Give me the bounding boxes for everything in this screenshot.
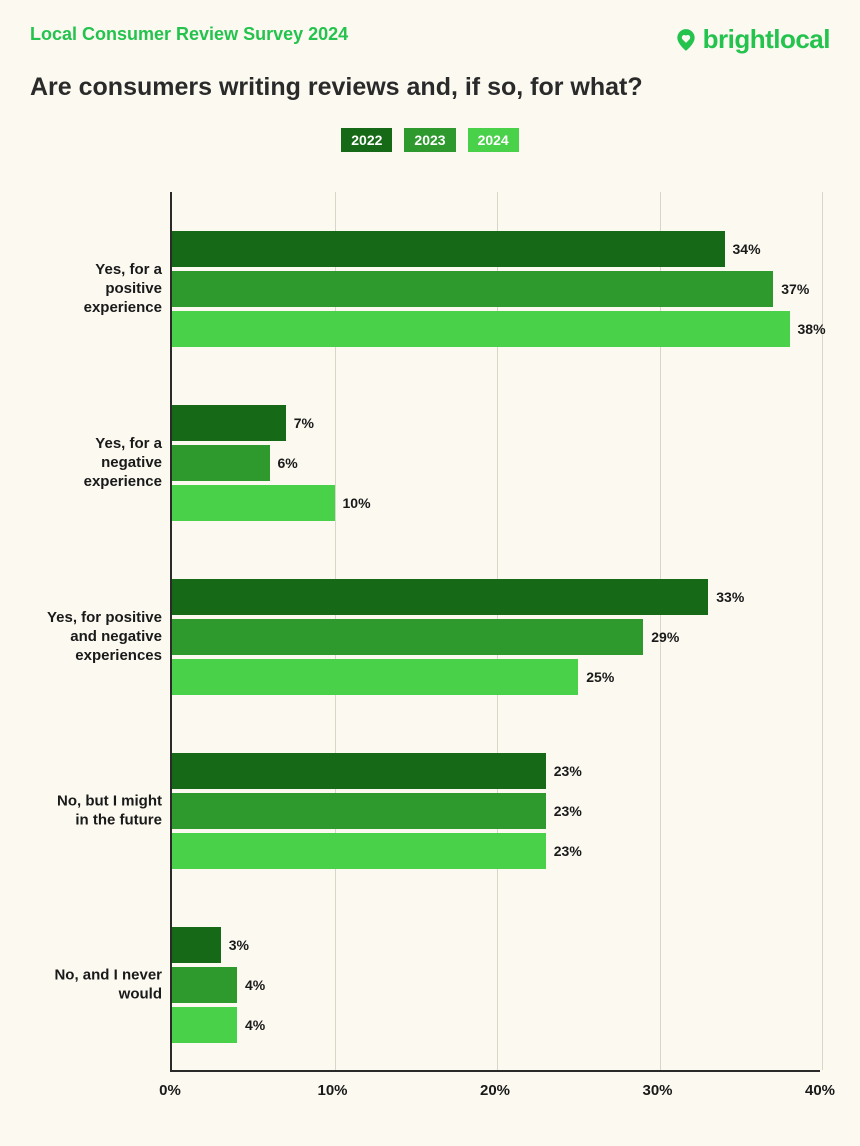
bar: 33% xyxy=(172,579,708,615)
bar-value-label: 4% xyxy=(237,1017,265,1033)
bar-row: 10% xyxy=(172,485,820,521)
bar-value-label: 37% xyxy=(773,281,809,297)
chart: Yes, for a positive experience34%37%38%Y… xyxy=(170,192,820,1112)
bar-row: 37% xyxy=(172,271,820,307)
bar-group: Yes, for positive and negative experienc… xyxy=(172,579,820,695)
bar: 23% xyxy=(172,833,546,869)
bar-row: 4% xyxy=(172,1007,820,1043)
x-tick-label: 20% xyxy=(480,1082,510,1099)
x-axis: 0%10%20%30%40% xyxy=(170,1072,820,1112)
bar: 34% xyxy=(172,231,725,267)
category-label: Yes, for positive and negative experienc… xyxy=(40,609,172,665)
brand-pin-heart-icon xyxy=(673,27,699,53)
category-label: No, but I might in the future xyxy=(40,792,172,830)
bar-row: 4% xyxy=(172,967,820,1003)
bar-group: No, and I never would3%4%4% xyxy=(172,927,820,1043)
bar: 4% xyxy=(172,1007,237,1043)
bar-row: 23% xyxy=(172,833,820,869)
bar: 37% xyxy=(172,271,773,307)
bar-row: 7% xyxy=(172,405,820,441)
bar-group: Yes, for a negative experience7%6%10% xyxy=(172,405,820,521)
bar: 7% xyxy=(172,405,286,441)
legend: 2022 2023 2024 xyxy=(30,128,830,152)
bar-value-label: 7% xyxy=(286,415,314,431)
bar-row: 34% xyxy=(172,231,820,267)
x-tick-label: 0% xyxy=(159,1082,181,1099)
header: Local Consumer Review Survey 2024 bright… xyxy=(30,24,830,55)
survey-title: Local Consumer Review Survey 2024 xyxy=(30,24,348,45)
bar-row: 29% xyxy=(172,619,820,655)
bar-value-label: 23% xyxy=(546,843,582,859)
bar-value-label: 23% xyxy=(546,803,582,819)
category-label: No, and I never would xyxy=(40,966,172,1004)
bar-row: 23% xyxy=(172,753,820,789)
bar: 23% xyxy=(172,793,546,829)
page: Local Consumer Review Survey 2024 bright… xyxy=(0,0,860,1146)
bar-value-label: 3% xyxy=(221,937,249,953)
bar-group: No, but I might in the future23%23%23% xyxy=(172,753,820,869)
x-tick-label: 10% xyxy=(317,1082,347,1099)
bar: 38% xyxy=(172,311,790,347)
bar: 10% xyxy=(172,485,335,521)
bar-value-label: 4% xyxy=(237,977,265,993)
legend-item: 2023 xyxy=(404,128,455,152)
x-tick-label: 40% xyxy=(805,1082,835,1099)
brand-name: brightlocal xyxy=(703,24,830,55)
legend-item: 2024 xyxy=(468,128,519,152)
bar-value-label: 33% xyxy=(708,589,744,605)
bar-value-label: 6% xyxy=(270,455,298,471)
bar-row: 6% xyxy=(172,445,820,481)
bar: 6% xyxy=(172,445,270,481)
bar-row: 3% xyxy=(172,927,820,963)
bar: 3% xyxy=(172,927,221,963)
bar-value-label: 23% xyxy=(546,763,582,779)
brand-logo: brightlocal xyxy=(673,24,830,55)
bar-value-label: 38% xyxy=(790,321,826,337)
bar: 23% xyxy=(172,753,546,789)
category-label: Yes, for a positive experience xyxy=(40,261,172,317)
bar-value-label: 25% xyxy=(578,669,614,685)
bar-value-label: 34% xyxy=(725,241,761,257)
plot-area: Yes, for a positive experience34%37%38%Y… xyxy=(170,192,820,1072)
bar: 25% xyxy=(172,659,578,695)
bar: 4% xyxy=(172,967,237,1003)
legend-item: 2022 xyxy=(341,128,392,152)
bar-value-label: 29% xyxy=(643,629,679,645)
category-label: Yes, for a negative experience xyxy=(40,435,172,491)
x-tick-label: 30% xyxy=(642,1082,672,1099)
bar-group: Yes, for a positive experience34%37%38% xyxy=(172,231,820,347)
bar-row: 23% xyxy=(172,793,820,829)
bar: 29% xyxy=(172,619,643,655)
chart-question: Are consumers writing reviews and, if so… xyxy=(30,73,830,102)
bar-row: 38% xyxy=(172,311,820,347)
bar-value-label: 10% xyxy=(335,495,371,511)
bar-row: 33% xyxy=(172,579,820,615)
bar-row: 25% xyxy=(172,659,820,695)
